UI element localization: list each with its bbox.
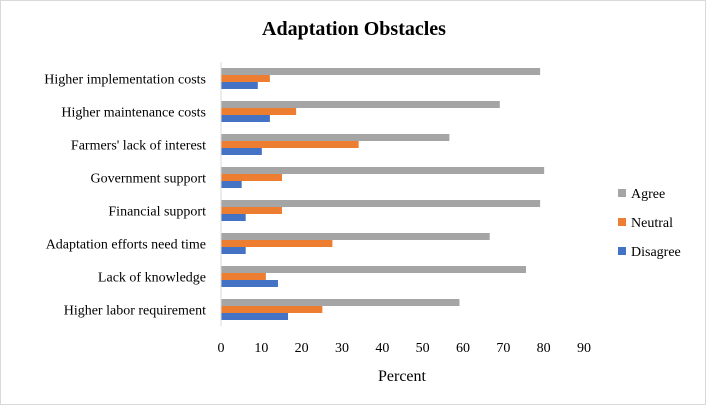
legend-swatch-agree [618,189,626,197]
bar-neutral [221,108,297,115]
x-tick-label: 90 [577,341,591,356]
legend-swatch-disagree [618,247,626,255]
bar-neutral [221,75,270,82]
chart-title: Adaptation Obstacles [262,18,446,40]
bar-disagree [221,313,289,320]
legend-label-agree: Agree [631,187,665,202]
bar-neutral [221,240,333,247]
x-tick-label: 50 [416,341,430,356]
bar-neutral [221,273,266,280]
bar-disagree [221,181,242,188]
bar-disagree [221,82,258,89]
legend-swatch-neutral [618,218,626,226]
bar-agree [221,167,545,174]
x-tick-label: 70 [496,341,510,356]
x-tick-label: 20 [295,341,309,356]
bar-disagree [221,148,262,155]
legend-label-neutral: Neutral [631,216,673,231]
category-label: Higher labor requirement [64,304,206,319]
category-label: Higher maintenance costs [61,106,206,121]
bar-agree [221,134,450,141]
category-label: Financial support [108,205,206,220]
legend: Agree Neutral Disagree [618,187,681,260]
bar-neutral [221,306,323,313]
bar-agree [221,101,500,108]
bar-neutral [221,207,282,214]
bar-disagree [221,115,270,122]
bar-neutral [221,174,282,181]
category-labels: Higher implementation costs Higher mainte… [44,73,206,319]
bar-agree [221,266,527,273]
bars [221,68,545,320]
bar-disagree [221,214,246,221]
x-tick-label: 10 [254,341,268,356]
bar-agree [221,200,541,207]
x-tick-label: 40 [375,341,389,356]
bar-neutral [221,141,359,148]
bar-agree [221,68,541,75]
category-label: Lack of knowledge [98,271,206,286]
bar-agree [221,299,460,306]
x-tick-label: 30 [335,341,349,356]
x-tick-label: 80 [537,341,551,356]
x-tick-label: 60 [456,341,470,356]
bar-disagree [221,280,278,287]
category-label: Higher implementation costs [44,73,206,88]
bar-agree [221,233,490,240]
legend-label-disagree: Disagree [631,245,681,260]
category-label: Government support [91,172,207,187]
category-label: Farmers' lack of interest [71,139,206,154]
x-tick-labels: 0 10 20 30 40 50 60 70 80 90 [218,341,592,356]
category-label: Adaptation efforts need time [46,238,206,253]
x-axis-title: Percent [378,368,427,385]
bar-disagree [221,247,246,254]
x-tick-label: 0 [218,341,225,356]
